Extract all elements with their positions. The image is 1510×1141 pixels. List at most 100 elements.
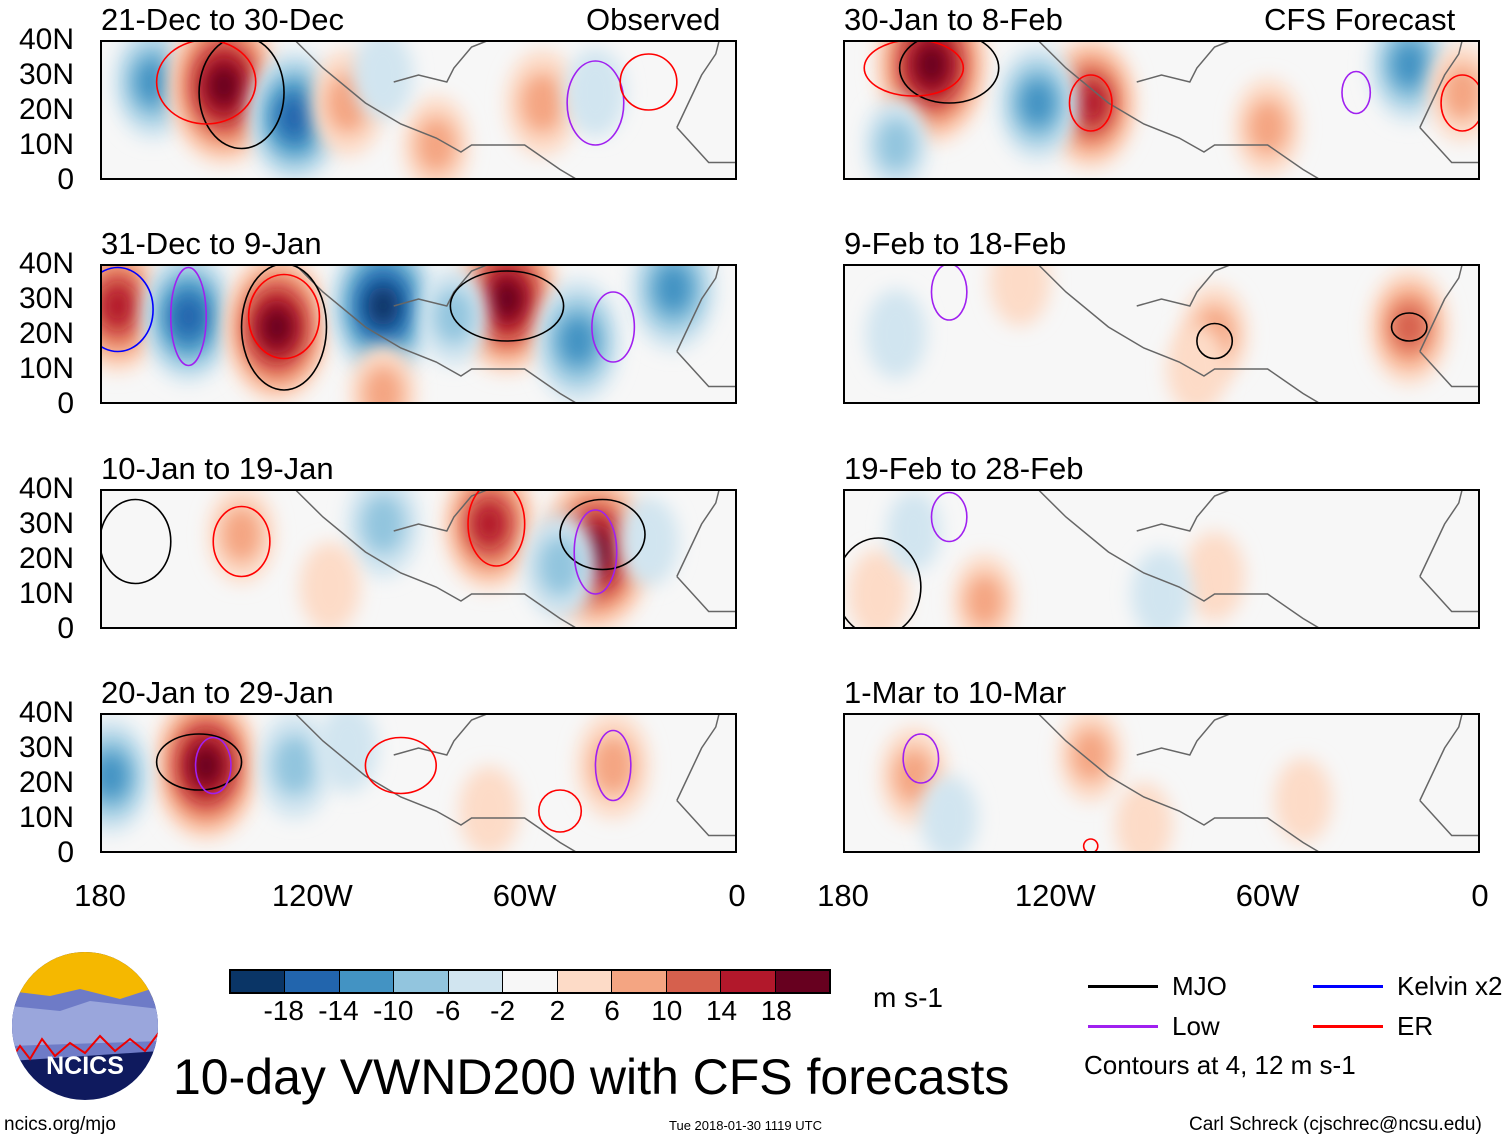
anomaly-shading [520,73,564,133]
lon-tick-label: 0 [1471,878,1489,913]
colorbar-units: m s-1 [873,982,943,1013]
lat-tick-label: 30N [18,282,74,315]
contour-mjo [240,264,328,391]
panel-title: 31-Dec to 9-Jan [101,226,322,261]
contour-mjo [155,733,243,791]
ncics-logo: NCICS [12,952,158,1100]
coastline [294,713,737,853]
legend-er: ER [1313,1011,1433,1042]
contour-note: Contours at 4, 12 m s-1 [1084,1050,1356,1080]
anomaly-shading [434,288,474,345]
lat-tick-label: 10N [18,577,74,610]
lat-tick-label: 40N [18,472,74,505]
map-panel [843,489,1480,629]
cfs-forecast-label: CFS Forecast [1264,2,1456,37]
map-panel [100,264,737,404]
panel-title: 30-Jan to 8-Feb [844,2,1063,37]
anomaly-shading [363,365,403,404]
legend-kelvin: Kelvin x2 [1313,971,1503,1002]
contour-er [1068,74,1113,132]
contour-er [1082,838,1099,853]
map-panel [100,713,737,853]
footer-author: Carl Schreck (cjschrec@ncsu.edu) [1189,1114,1482,1135]
contour-mjo [449,270,565,342]
anomaly-shading [317,713,379,793]
legend-low: Low [1088,1011,1220,1042]
contour-er [155,40,257,125]
lon-tick-label: 120W [1014,878,1096,913]
lat-tick-label: 40N [18,23,74,56]
anomaly-shading [367,286,399,326]
colorbar-swatch [448,971,504,992]
anomaly-shading [920,775,978,853]
anomaly-shading [1071,728,1110,782]
contour-mjo [100,498,172,585]
colorbar-tick-label: 2 [549,995,566,1026]
anomaly-shading [221,506,262,563]
colorbar-swatch [394,971,449,992]
footer-url[interactable]: ncics.org/mjo [4,1114,116,1135]
lat-tick-label: 0 [57,387,74,420]
lon-tick-label: 120W [271,878,353,913]
colorbar-tick-label: 10 [651,995,683,1026]
lat-tick-label: 40N [18,696,74,729]
contour-low [194,736,232,795]
lat-tick-label: 0 [57,836,74,869]
anomaly-shading [1166,324,1228,404]
coastline [1037,489,1480,629]
anomaly-shading [458,766,520,853]
contour-low [169,266,207,367]
colorbar-swatch [775,971,829,992]
contour-low [591,291,636,363]
map-panel [843,40,1480,180]
colorbar-swatch [557,971,613,992]
anomaly-shading [473,502,506,546]
contour-er [1440,74,1480,132]
anomaly-shading [361,494,405,554]
lat-tick-label: 20N [18,766,74,799]
contour-low [902,733,940,784]
lat-tick-label: 10N [18,352,74,385]
anomaly-shading [965,574,1004,628]
lon-tick-label: 60W [492,878,557,913]
contour-low [930,264,968,321]
contour-low [566,60,625,146]
svg-text:NCICS: NCICS [46,1052,124,1080]
lat-tick-label: 20N [18,542,74,575]
anomaly-shading [877,118,916,172]
coastline [1037,713,1480,853]
colorbar-tick-label: -10 [372,995,414,1026]
colorbar-tick-label: 18 [760,995,792,1026]
anomaly-shading [847,549,909,629]
lat-tick-label: 30N [18,507,74,540]
anomaly-shading [100,752,128,800]
anomaly-shading [654,264,692,314]
colorbar-tick-label: -2 [490,995,516,1026]
anomaly-shading [278,95,311,139]
anomaly-shading [1391,303,1427,351]
anomaly-shading [1184,531,1245,622]
contour-er [863,40,965,97]
anomaly-shading [1274,757,1332,844]
colorbar-swatch [612,971,667,992]
colorbar-tick-label: -14 [318,995,359,1026]
contour-er [364,736,437,795]
anomaly-shading [886,490,941,572]
coastline [294,489,737,629]
colorbar-tick-label: 14 [705,995,738,1026]
panel-title: 9-Feb to 18-Feb [844,226,1067,261]
map-panel [843,713,1480,853]
contour-low [594,729,632,802]
anomaly-shading [207,64,240,107]
anomaly-shading [1247,99,1288,156]
lon-tick-label: 60W [1235,878,1300,913]
lat-tick-label: 10N [18,128,74,161]
colorbar-swatch [503,971,558,992]
contour-low [1341,70,1372,115]
anomaly-shading [915,43,948,86]
contour-mjo [898,40,1000,104]
anomaly-shading [261,307,293,347]
panel-title: 10-Jan to 19-Jan [101,451,334,486]
colorbar-swatch [285,971,340,992]
lat-tick-label: 20N [18,93,74,126]
